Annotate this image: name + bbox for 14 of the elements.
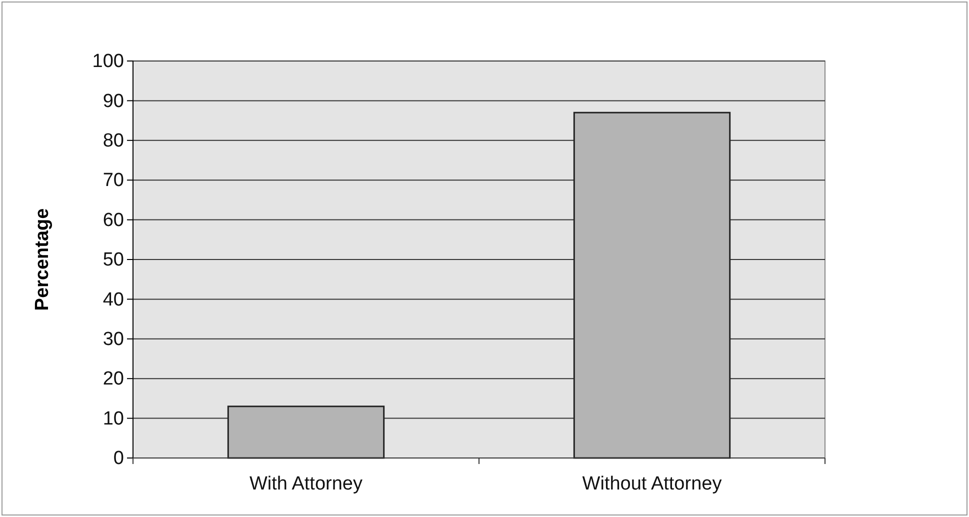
y-tick-label: 100 — [92, 51, 124, 72]
y-tick-label: 60 — [102, 210, 124, 231]
y-tick-label: 20 — [102, 368, 124, 390]
y-tick-label: 80 — [102, 130, 124, 152]
x-tick-label: With Attorney — [250, 473, 363, 494]
y-tick-label: 50 — [102, 250, 124, 271]
y-tick-label: 70 — [102, 170, 124, 192]
x-tick-label: Without Attorney — [582, 473, 722, 494]
y-tick-label: 30 — [102, 328, 124, 350]
y-tick-label: 10 — [102, 408, 124, 430]
y-axis-title: Percentage — [32, 208, 53, 311]
y-tick-label: 0 — [113, 448, 124, 470]
y-tick-label: 40 — [102, 289, 124, 310]
y-tick-label: 90 — [102, 90, 124, 112]
